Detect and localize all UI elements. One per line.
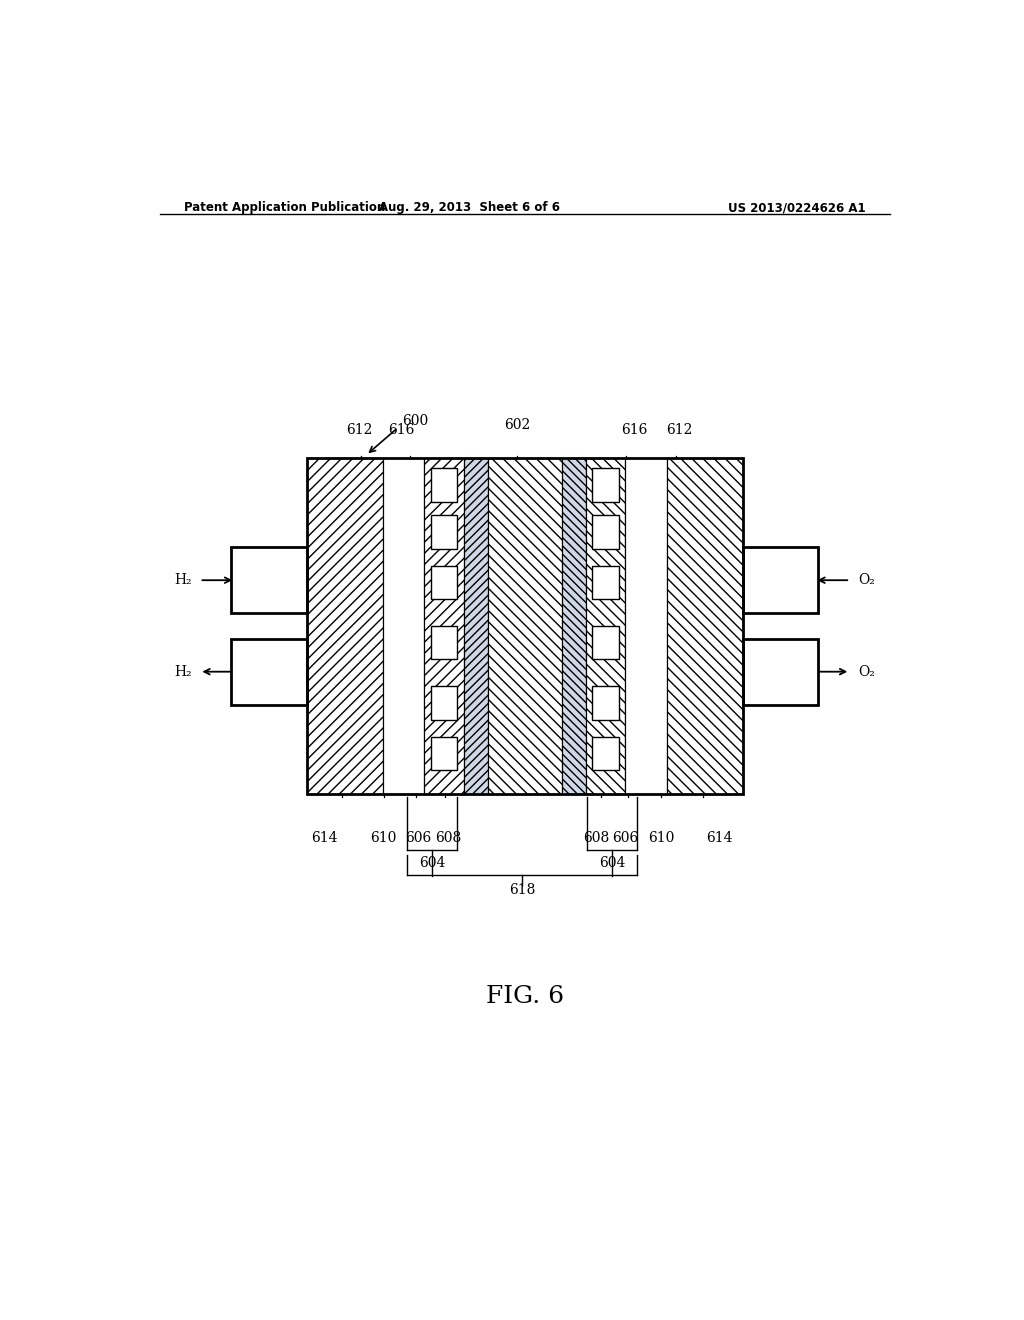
Bar xyxy=(431,565,457,599)
Text: O₂: O₂ xyxy=(858,665,874,678)
Text: 604: 604 xyxy=(419,855,445,870)
Text: 616: 616 xyxy=(388,422,415,437)
Text: 606: 606 xyxy=(612,832,639,845)
Text: 618: 618 xyxy=(509,883,536,898)
Text: 608: 608 xyxy=(583,832,609,845)
Text: 612: 612 xyxy=(346,422,372,437)
Text: 602: 602 xyxy=(504,418,530,432)
Bar xyxy=(431,469,457,502)
Bar xyxy=(743,548,818,614)
Bar xyxy=(593,686,618,719)
Bar xyxy=(593,565,618,599)
Text: O₂: O₂ xyxy=(858,573,874,587)
Text: H₂: H₂ xyxy=(174,665,191,678)
Text: 608: 608 xyxy=(435,832,461,845)
Text: 604: 604 xyxy=(599,855,626,870)
Bar xyxy=(593,515,618,549)
Text: 610: 610 xyxy=(648,832,675,845)
Bar xyxy=(431,686,457,719)
Bar xyxy=(306,458,743,793)
Bar xyxy=(626,458,667,793)
Bar xyxy=(586,458,626,793)
Text: 606: 606 xyxy=(406,832,431,845)
Bar xyxy=(593,469,618,502)
Text: 612: 612 xyxy=(667,422,693,437)
Text: 614: 614 xyxy=(706,832,732,845)
Bar xyxy=(231,639,306,705)
Bar xyxy=(593,737,618,770)
Text: 614: 614 xyxy=(311,832,338,845)
Bar xyxy=(464,458,487,793)
Bar xyxy=(231,548,306,614)
Bar xyxy=(306,458,383,793)
Text: Aug. 29, 2013  Sheet 6 of 6: Aug. 29, 2013 Sheet 6 of 6 xyxy=(379,201,560,214)
Text: Patent Application Publication: Patent Application Publication xyxy=(183,201,385,214)
Bar xyxy=(487,458,562,793)
Bar xyxy=(424,458,464,793)
Bar xyxy=(383,458,424,793)
Text: FIG. 6: FIG. 6 xyxy=(485,986,564,1008)
Bar xyxy=(431,737,457,770)
Bar xyxy=(667,458,743,793)
Text: 610: 610 xyxy=(371,832,396,845)
Text: 600: 600 xyxy=(401,413,428,428)
Text: 616: 616 xyxy=(622,422,647,437)
Bar xyxy=(431,626,457,660)
Bar xyxy=(431,515,457,549)
Text: US 2013/0224626 A1: US 2013/0224626 A1 xyxy=(728,201,866,214)
Bar xyxy=(562,458,586,793)
Text: H₂: H₂ xyxy=(174,573,191,587)
Bar xyxy=(593,626,618,660)
Bar xyxy=(743,639,818,705)
